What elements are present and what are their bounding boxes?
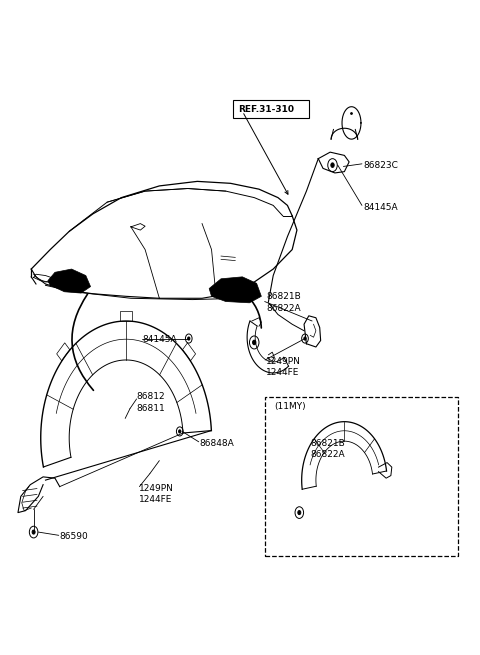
Text: 1244FE: 1244FE: [139, 495, 173, 504]
Text: 86822A: 86822A: [310, 449, 345, 458]
Text: 86848A: 86848A: [200, 439, 234, 447]
Circle shape: [331, 163, 334, 168]
Text: 86590: 86590: [60, 532, 88, 541]
Text: 1249PN: 1249PN: [266, 358, 301, 366]
Polygon shape: [48, 269, 91, 293]
Circle shape: [304, 337, 306, 340]
Text: 1249PN: 1249PN: [139, 484, 174, 493]
Text: 86823C: 86823C: [363, 160, 398, 170]
Circle shape: [295, 507, 303, 519]
Circle shape: [298, 510, 301, 515]
Circle shape: [301, 334, 308, 343]
Text: REF.31-310: REF.31-310: [238, 105, 294, 115]
Text: 86821B: 86821B: [310, 439, 345, 447]
Circle shape: [250, 336, 259, 349]
Text: 86812: 86812: [137, 392, 165, 402]
Circle shape: [29, 526, 38, 538]
Circle shape: [179, 430, 181, 433]
Text: 86811: 86811: [137, 403, 165, 413]
Polygon shape: [209, 277, 261, 303]
Circle shape: [177, 427, 183, 436]
Circle shape: [188, 337, 190, 340]
Text: 1244FE: 1244FE: [266, 369, 300, 377]
Text: 84145A: 84145A: [143, 335, 178, 344]
Text: 84145A: 84145A: [363, 203, 398, 212]
Text: 86822A: 86822A: [266, 303, 300, 312]
Circle shape: [32, 530, 35, 534]
Text: 86821B: 86821B: [266, 292, 301, 301]
Circle shape: [252, 340, 256, 345]
Circle shape: [185, 334, 192, 343]
Circle shape: [328, 159, 337, 172]
Text: (11MY): (11MY): [274, 402, 306, 411]
